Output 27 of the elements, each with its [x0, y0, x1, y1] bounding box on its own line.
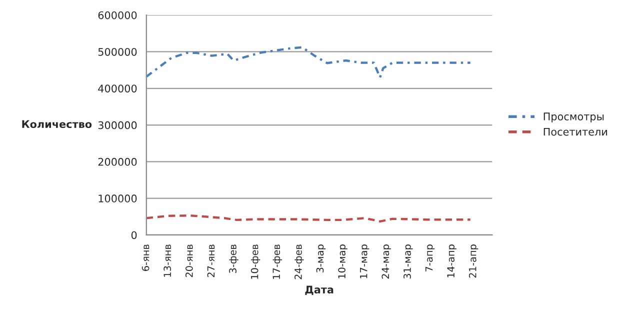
x-tick-label: 17-фев — [272, 244, 282, 279]
x-tick-label: 31-мар — [404, 244, 413, 279]
x-axis-title: Дата — [305, 286, 334, 296]
x-tick-label: 13-янв — [164, 244, 172, 277]
y-axis-title: Количество — [22, 120, 92, 128]
x-tick-label: 24-мар — [382, 244, 391, 279]
x-tick-label: 6-янв — [142, 244, 150, 271]
y-tick-label: 500000 — [98, 48, 137, 56]
y-tick-label: 0 — [131, 231, 137, 240]
legend-label: Просмотры — [544, 112, 604, 122]
x-tick-label: 14-апр — [447, 244, 456, 278]
y-tick-label: 600000 — [98, 11, 137, 20]
x-tick-label: 3-фев — [229, 244, 238, 273]
y-tick-label: 200000 — [98, 158, 137, 166]
y-tick-label: 300000 — [98, 121, 137, 130]
x-tick-label: 10-мар — [338, 244, 348, 278]
x-tick-label: 3-мар — [316, 244, 326, 272]
x-tick-label: 21-апр — [468, 244, 478, 278]
x-tick-label: 10-фев — [250, 244, 260, 279]
x-tick-label: 17-мар — [360, 244, 370, 278]
x-tick-label: 24-фев — [294, 244, 304, 280]
legend-label: Посетители — [544, 128, 607, 136]
x-tick-label: 27-янв — [207, 244, 215, 278]
x-tick-label: 7-апр — [425, 244, 435, 272]
y-tick-label: 400000 — [98, 84, 137, 92]
x-tick-label: 20-янв — [185, 244, 193, 278]
y-tick-label: 100000 — [98, 194, 137, 202]
